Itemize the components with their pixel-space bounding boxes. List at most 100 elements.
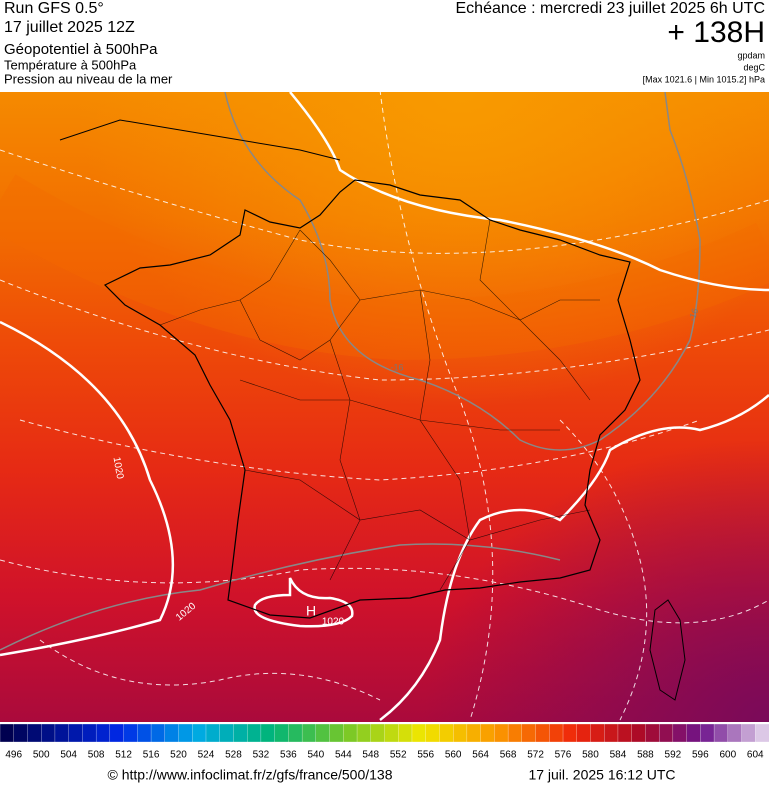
colorbar-label: 496 [5,750,22,761]
colorbar-swatch [247,723,262,743]
colorbar-label: 580 [582,750,599,761]
colorbar-swatch [398,723,413,743]
colorbar-swatch [68,723,84,743]
colorbar-swatch [95,723,111,743]
param-pressure: Pression au niveau de la mer [4,71,173,86]
colorbar-swatch [233,723,248,743]
colorbar-swatch [150,723,166,743]
colorbar-swatch [164,723,180,743]
colorbar-swatch [356,723,372,743]
colorbar-swatch [439,723,454,743]
colorbar-label: 568 [500,750,517,761]
colorbar-swatch [480,723,496,743]
colorbar-label: 504 [60,750,77,761]
colorbar-label: 600 [719,750,736,761]
colorbar-label: 532 [253,750,270,761]
contour-label: -16 [686,307,700,323]
colorbar-swatch [507,723,523,743]
colorbar-swatch [41,723,56,743]
colorbar-swatch [219,723,235,743]
colorbar-swatch [384,723,399,743]
colorbar-label: 516 [143,750,160,761]
colorbar-swatch [713,723,729,743]
contour-label: 1020 [111,456,126,480]
colorbar-label: 572 [527,750,544,761]
colorbar-label: 592 [665,750,682,761]
param-temperature: Température à 500hPa [4,57,137,72]
colorbar-swatch [343,723,358,743]
colorbar-label: 556 [417,750,434,761]
colorbar-swatch [178,723,193,743]
colorbar-swatch [466,723,482,743]
colorbar-swatch [631,723,647,743]
colorbar-label: 520 [170,750,187,761]
colorbar-label: 576 [555,750,572,761]
unit-gpdam: gpdam [737,50,765,60]
colorbar-swatch [645,723,660,743]
colorbar-label: 524 [198,750,215,761]
high-pressure-marker: H [306,603,316,619]
param-geopotential: Géopotentiel à 500hPa [4,41,158,58]
colorbar-swatch [755,723,769,743]
colorbar-label: 540 [307,750,324,761]
colorbar-label: 560 [445,750,462,761]
colorbar-swatch [453,723,468,743]
colorbar-swatch [535,723,550,743]
colorbar-swatch [315,723,331,743]
colorbar-label: 604 [747,750,764,761]
colorbar-swatch [0,723,15,743]
forecast-time: Echéance : mercredi 23 juillet 2025 6h U… [456,0,766,17]
colorbar-label: 500 [33,750,50,761]
colorbar-swatch [590,723,605,743]
colorbar-swatch [741,723,756,743]
colorbar-swatch [13,723,29,743]
colorbar-swatch [562,723,578,743]
colorbar-swatch [329,723,344,743]
colorbar-label: 584 [610,750,627,761]
colorbar-swatch [288,723,303,743]
colorbar: 496 500 504 508 512 516 520 524 528 532 536 540 544 5… [0,723,769,761]
colorbar-label: 548 [362,750,379,761]
colorbar-swatch [686,723,701,743]
timestamp: 17 juil. 2025 16:12 UTC [528,767,675,783]
colorbar-swatch [109,723,125,743]
colorbar-swatch [370,723,386,743]
colorbar-label: 552 [390,750,407,761]
run-date: 17 juillet 2025 12Z [4,19,135,36]
colorbar-swatch [27,723,42,743]
colorbar-swatch [521,723,537,743]
colorbar-label: 564 [472,750,489,761]
colorbar-swatch [123,723,138,743]
colorbar-label: 544 [335,750,352,761]
colorbar-swatch [205,723,221,743]
colorbar-swatch [411,723,427,743]
colorbar-swatch [700,723,715,743]
colorbar-label: 512 [115,750,132,761]
colorbar-swatch [658,723,674,743]
colorbar-swatch [301,723,317,743]
source-url: © http://www.infoclimat.fr/z/gfs/france/… [108,767,393,783]
colorbar-swatch [137,723,152,743]
colorbar-swatch [672,723,688,743]
contour-label: -16 [390,362,403,372]
colorbar-label: 536 [280,750,297,761]
colorbar-swatch [549,723,564,743]
colorbar-swatch [494,723,509,743]
colorbar-swatch [260,723,276,743]
colorbar-swatch [727,723,743,743]
colorbar-swatch [576,723,592,743]
pressure-range: [Max 1021.6 | Min 1015.2] hPa [643,74,765,84]
colorbar-label: 588 [637,750,654,761]
colorbar-label: 508 [88,750,105,761]
unit-degc: degC [743,62,765,72]
colorbar-swatch [274,723,290,743]
contour-label: 1020 [322,617,345,628]
map [0,92,769,722]
colorbar-swatch [425,723,441,743]
colorbar-swatch [54,723,70,743]
colorbar-label: 528 [225,750,242,761]
colorbar-swatch [617,723,633,743]
colorbar-label: 596 [692,750,709,761]
